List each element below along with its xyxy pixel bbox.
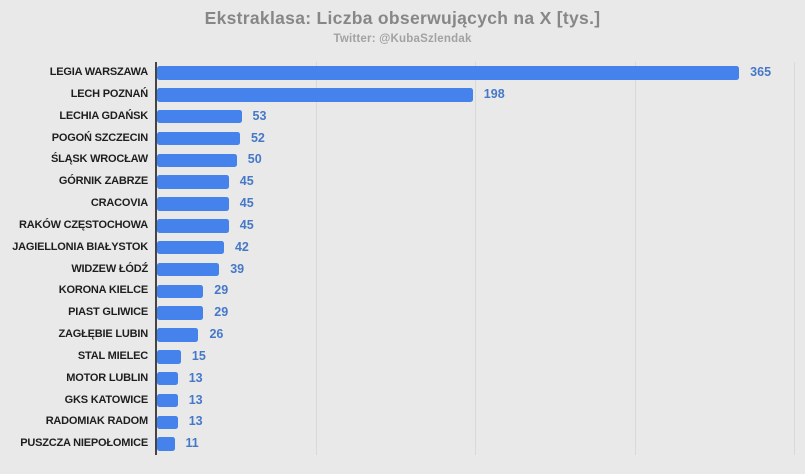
category-label: KORONA KIELCE bbox=[58, 284, 148, 297]
bar bbox=[157, 197, 229, 211]
category-label: WIDZEW ŁÓDŹ bbox=[71, 262, 148, 275]
bar bbox=[157, 219, 229, 233]
category-label: RAKÓW CZĘSTOCHOWA bbox=[18, 218, 148, 231]
bar bbox=[157, 240, 224, 255]
y-axis-line bbox=[155, 62, 157, 455]
value-label: 13 bbox=[188, 392, 203, 407]
value-label: 50 bbox=[247, 152, 262, 167]
value-label: 365 bbox=[750, 65, 772, 79]
category-label: ŚLĄSK WROCŁAW bbox=[50, 153, 148, 166]
category-label: ZAGŁĘBIE LUBIN bbox=[58, 328, 149, 340]
value-label: 29 bbox=[214, 305, 229, 320]
category-label: LEGIA WARSZAWA bbox=[49, 66, 148, 78]
value-label: 45 bbox=[239, 196, 254, 210]
category-label: PIAST GLIWICE bbox=[68, 306, 148, 319]
value-label: 45 bbox=[239, 174, 254, 189]
category-label: MOTOR LUBLIN bbox=[66, 371, 148, 384]
bar bbox=[157, 109, 242, 124]
bar bbox=[157, 175, 229, 189]
bar bbox=[157, 153, 237, 167]
bar bbox=[157, 328, 199, 342]
gridline bbox=[634, 62, 636, 455]
value-label: 29 bbox=[214, 283, 229, 298]
value-label: 39 bbox=[230, 261, 245, 276]
chart-title: Ekstraklasa: Liczba obserwujących na X [… bbox=[204, 8, 601, 28]
value-label: 15 bbox=[191, 348, 206, 363]
gridline bbox=[315, 62, 317, 455]
gridline bbox=[475, 62, 476, 455]
category-label: RADOMIAK RADOM bbox=[45, 415, 149, 428]
bar bbox=[157, 371, 178, 386]
value-label: 13 bbox=[188, 414, 203, 429]
category-label: STAL MIELEC bbox=[77, 349, 148, 362]
bar bbox=[157, 88, 473, 102]
value-label: 198 bbox=[483, 86, 505, 101]
bar bbox=[157, 415, 178, 429]
category-label: LECHIA GDAŃSK bbox=[59, 109, 148, 122]
category-axis: LEGIA WARSZAWA LECH POZNAŃ LECHIA GDAŃSK PO… bbox=[0, 62, 148, 455]
value-label: 52 bbox=[250, 130, 265, 145]
bar bbox=[157, 66, 740, 80]
plot-area: 365 198 53 52 50 45 45 45 42 39 29 29 26 15 13 13 13 11 bbox=[155, 62, 795, 455]
value-label: 45 bbox=[239, 217, 254, 232]
category-label: POGOŃ SZCZECIN bbox=[51, 131, 148, 144]
category-label: PUSZCZA NIEPOŁOMICE bbox=[20, 437, 148, 450]
value-label: 42 bbox=[234, 239, 249, 254]
value-label: 13 bbox=[188, 370, 203, 385]
bar bbox=[157, 393, 178, 408]
category-label: GKS KATOWICE bbox=[64, 393, 149, 406]
bar bbox=[157, 284, 204, 298]
chart-subtitle: Twitter: @KubaSzlendak bbox=[333, 33, 472, 45]
category-label: CRACOVIA bbox=[90, 197, 148, 209]
value-label: 26 bbox=[209, 327, 224, 341]
category-label: JAGIELLONIA BIAŁYSTOK bbox=[12, 240, 148, 253]
category-label: GÓRNIK ZABRZE bbox=[58, 175, 148, 188]
bar bbox=[157, 131, 240, 146]
category-label: LECH POZNAŃ bbox=[70, 87, 148, 100]
value-label: 11 bbox=[185, 436, 199, 451]
value-label: 53 bbox=[252, 108, 267, 123]
bar bbox=[157, 262, 220, 277]
bar bbox=[157, 437, 175, 451]
bar bbox=[157, 350, 181, 364]
gridline bbox=[794, 62, 795, 455]
bar bbox=[157, 306, 204, 320]
